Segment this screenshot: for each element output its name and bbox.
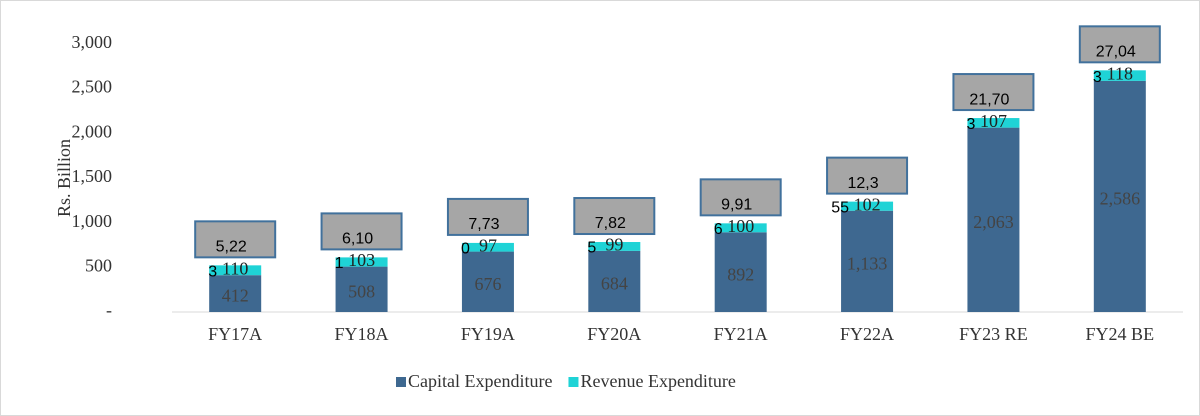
bar-segment [1093, 70, 1146, 81]
data-label: 412 [222, 286, 249, 306]
total-label: 3 [1093, 69, 1102, 86]
bar-segment [1093, 80, 1146, 312]
total-box [446, 197, 529, 236]
x-tick-label: FY22A [840, 324, 894, 344]
x-tick-label: FY23 RE [959, 324, 1028, 344]
legend-label: Capital Expenditure [408, 371, 552, 391]
data-label: 892 [727, 264, 754, 284]
data-label: 2,586 [1100, 189, 1141, 209]
y-tick-label: 1,500 [72, 166, 113, 186]
bar-segment [714, 223, 767, 233]
total-label: 3 [208, 263, 217, 280]
data-label: 2,063 [973, 212, 1014, 232]
total-box [826, 156, 909, 195]
y-tick-label: 2,500 [72, 77, 113, 97]
y-tick-label: 500 [85, 255, 112, 275]
total-label: 55 [831, 199, 849, 216]
bar-segment [714, 232, 767, 312]
bar-segment [588, 250, 641, 312]
legend-swatch [396, 377, 406, 387]
total-label: 6,10 [342, 231, 373, 248]
y-tick-label: - [106, 300, 112, 320]
bar-segment [209, 265, 262, 276]
total-label: 21,70 [969, 91, 1009, 108]
bar-segment [967, 127, 1020, 312]
bar-segment [209, 275, 262, 312]
total-box [1078, 25, 1161, 64]
bar-segment [461, 251, 514, 312]
data-label: 118 [1107, 64, 1133, 84]
data-label: 684 [601, 274, 628, 294]
total-box [573, 197, 656, 236]
data-label: 103 [348, 250, 375, 270]
data-label: 97 [479, 235, 497, 255]
x-tick-label: FY20A [587, 324, 641, 344]
bar-segment [967, 118, 1020, 128]
total-label: 5 [587, 240, 596, 257]
total-label: 12,3 [847, 175, 878, 192]
total-label: 3 [967, 116, 976, 133]
bar-segment [461, 242, 514, 252]
y-tick-label: 3,000 [72, 32, 113, 52]
bar-segment [335, 257, 388, 267]
bar-segment [335, 266, 388, 312]
bar-segment [588, 242, 641, 251]
data-label: 508 [348, 281, 375, 301]
total-box [952, 73, 1035, 112]
y-axis-label: Rs. Billion [54, 139, 74, 217]
x-tick-label: FY21A [714, 324, 768, 344]
total-label: 7,73 [468, 216, 499, 233]
x-tick-label: FY19A [461, 324, 515, 344]
bar-segment [841, 210, 894, 312]
total-label: 7,82 [595, 215, 626, 232]
data-label: 100 [727, 216, 754, 236]
total-label: 27,04 [1096, 44, 1136, 61]
total-box [699, 178, 782, 217]
data-label: 107 [980, 111, 1007, 131]
x-tick-label: FY18A [335, 324, 389, 344]
data-label: 676 [474, 274, 501, 294]
total-label: 0 [461, 240, 470, 257]
total-box [194, 220, 277, 259]
x-tick-label: FY17A [208, 324, 262, 344]
x-tick-label: FY24 BE [1086, 324, 1155, 344]
y-tick-label: 2,000 [72, 121, 113, 141]
total-label: 6 [714, 221, 723, 238]
total-label: 1 [335, 255, 344, 272]
legend-swatch [568, 377, 579, 387]
total-box [320, 212, 403, 251]
total-label: 9,91 [721, 197, 752, 214]
y-tick-label: 1,000 [72, 211, 113, 231]
data-label: 1,133 [847, 253, 888, 273]
legend-label: Revenue Expenditure [580, 371, 735, 391]
total-label: 5,22 [216, 239, 247, 256]
bar-segment [841, 201, 894, 211]
data-label: 99 [605, 235, 623, 255]
data-label: 102 [854, 194, 881, 214]
data-label: 110 [222, 258, 248, 278]
